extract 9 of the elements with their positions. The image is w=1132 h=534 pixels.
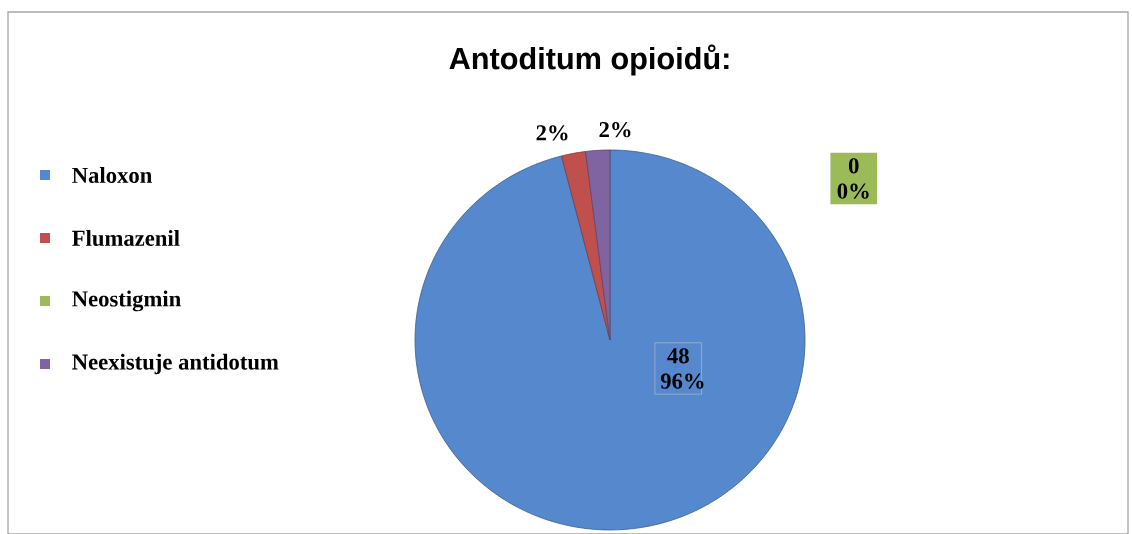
- data-label: 2%: [599, 121, 631, 138]
- text: 0 0%: [837, 158, 869, 199]
- legend-label: Neexistuje antidotum: [72, 353, 279, 375]
- data-label: 48 96%: [660, 348, 704, 389]
- data-label: 2%: [536, 125, 568, 141]
- legend-label: Flumazenil: [72, 229, 180, 246]
- chart-title: Antoditum opioidů:: [449, 44, 729, 76]
- legend-label: Naloxon: [72, 167, 152, 183]
- legend-label: Neostigmin: [72, 290, 181, 312]
